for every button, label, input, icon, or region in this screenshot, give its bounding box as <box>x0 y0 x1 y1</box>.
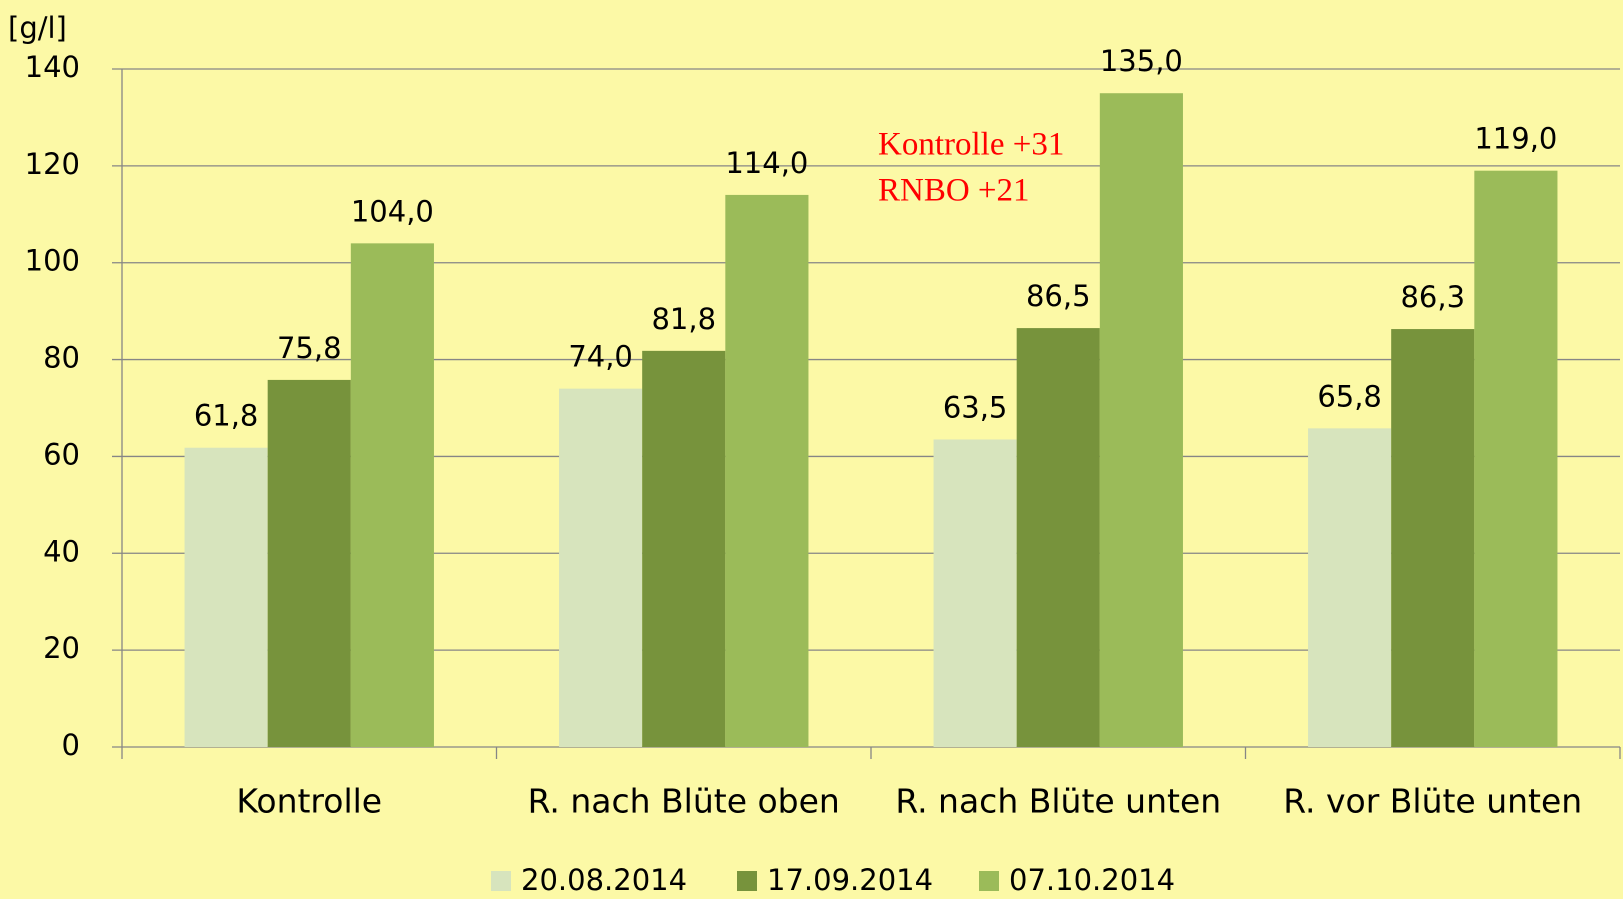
bar <box>184 447 268 747</box>
bar <box>1308 428 1392 747</box>
value-label: 74,0 <box>568 340 633 374</box>
bar <box>1099 93 1183 747</box>
y-axis-label: [g/l] <box>8 11 67 45</box>
bar <box>267 379 351 747</box>
x-tick-label: R. vor Blüte unten <box>1283 782 1582 821</box>
legend-swatch <box>491 871 511 891</box>
x-tick-label: Kontrolle <box>236 782 382 821</box>
bar <box>1391 329 1475 747</box>
value-label: 81,8 <box>651 302 716 336</box>
bar <box>1474 170 1558 747</box>
value-label: 86,5 <box>1026 279 1091 313</box>
value-label: 75,8 <box>277 331 342 365</box>
y-tick-label: 60 <box>43 437 80 471</box>
annotation: RNBO +21 <box>878 173 1030 209</box>
value-label: 119,0 <box>1474 122 1557 156</box>
bar <box>725 194 809 747</box>
legend-label: 07.10.2014 <box>1009 863 1175 897</box>
value-label: 63,5 <box>943 390 1008 424</box>
bar <box>642 350 726 747</box>
value-label: 135,0 <box>1100 44 1183 78</box>
bar <box>933 439 1017 747</box>
legend-label: 20.08.2014 <box>521 863 687 897</box>
y-tick-label: 140 <box>25 50 80 84</box>
legend-label: 17.09.2014 <box>767 863 933 897</box>
annotation: Kontrolle +31 <box>878 127 1064 163</box>
legend-swatch <box>979 871 999 891</box>
x-tick-label: R. nach Blüte unten <box>895 782 1221 821</box>
y-tick-label: 100 <box>25 244 80 278</box>
value-label: 61,8 <box>194 399 259 433</box>
x-tick-label: R. nach Blüte oben <box>528 782 840 821</box>
y-tick-label: 20 <box>43 631 80 665</box>
bar <box>559 388 643 747</box>
y-tick-label: 40 <box>43 534 80 568</box>
value-label: 114,0 <box>725 146 808 180</box>
bar <box>1016 328 1100 747</box>
value-label: 86,3 <box>1400 280 1465 314</box>
value-label: 104,0 <box>351 194 434 228</box>
y-tick-label: 0 <box>62 728 80 762</box>
legend-swatch <box>737 871 757 891</box>
bar <box>350 243 434 748</box>
y-tick-label: 120 <box>25 147 80 181</box>
value-label: 65,8 <box>1317 379 1382 413</box>
y-tick-label: 80 <box>43 341 80 375</box>
